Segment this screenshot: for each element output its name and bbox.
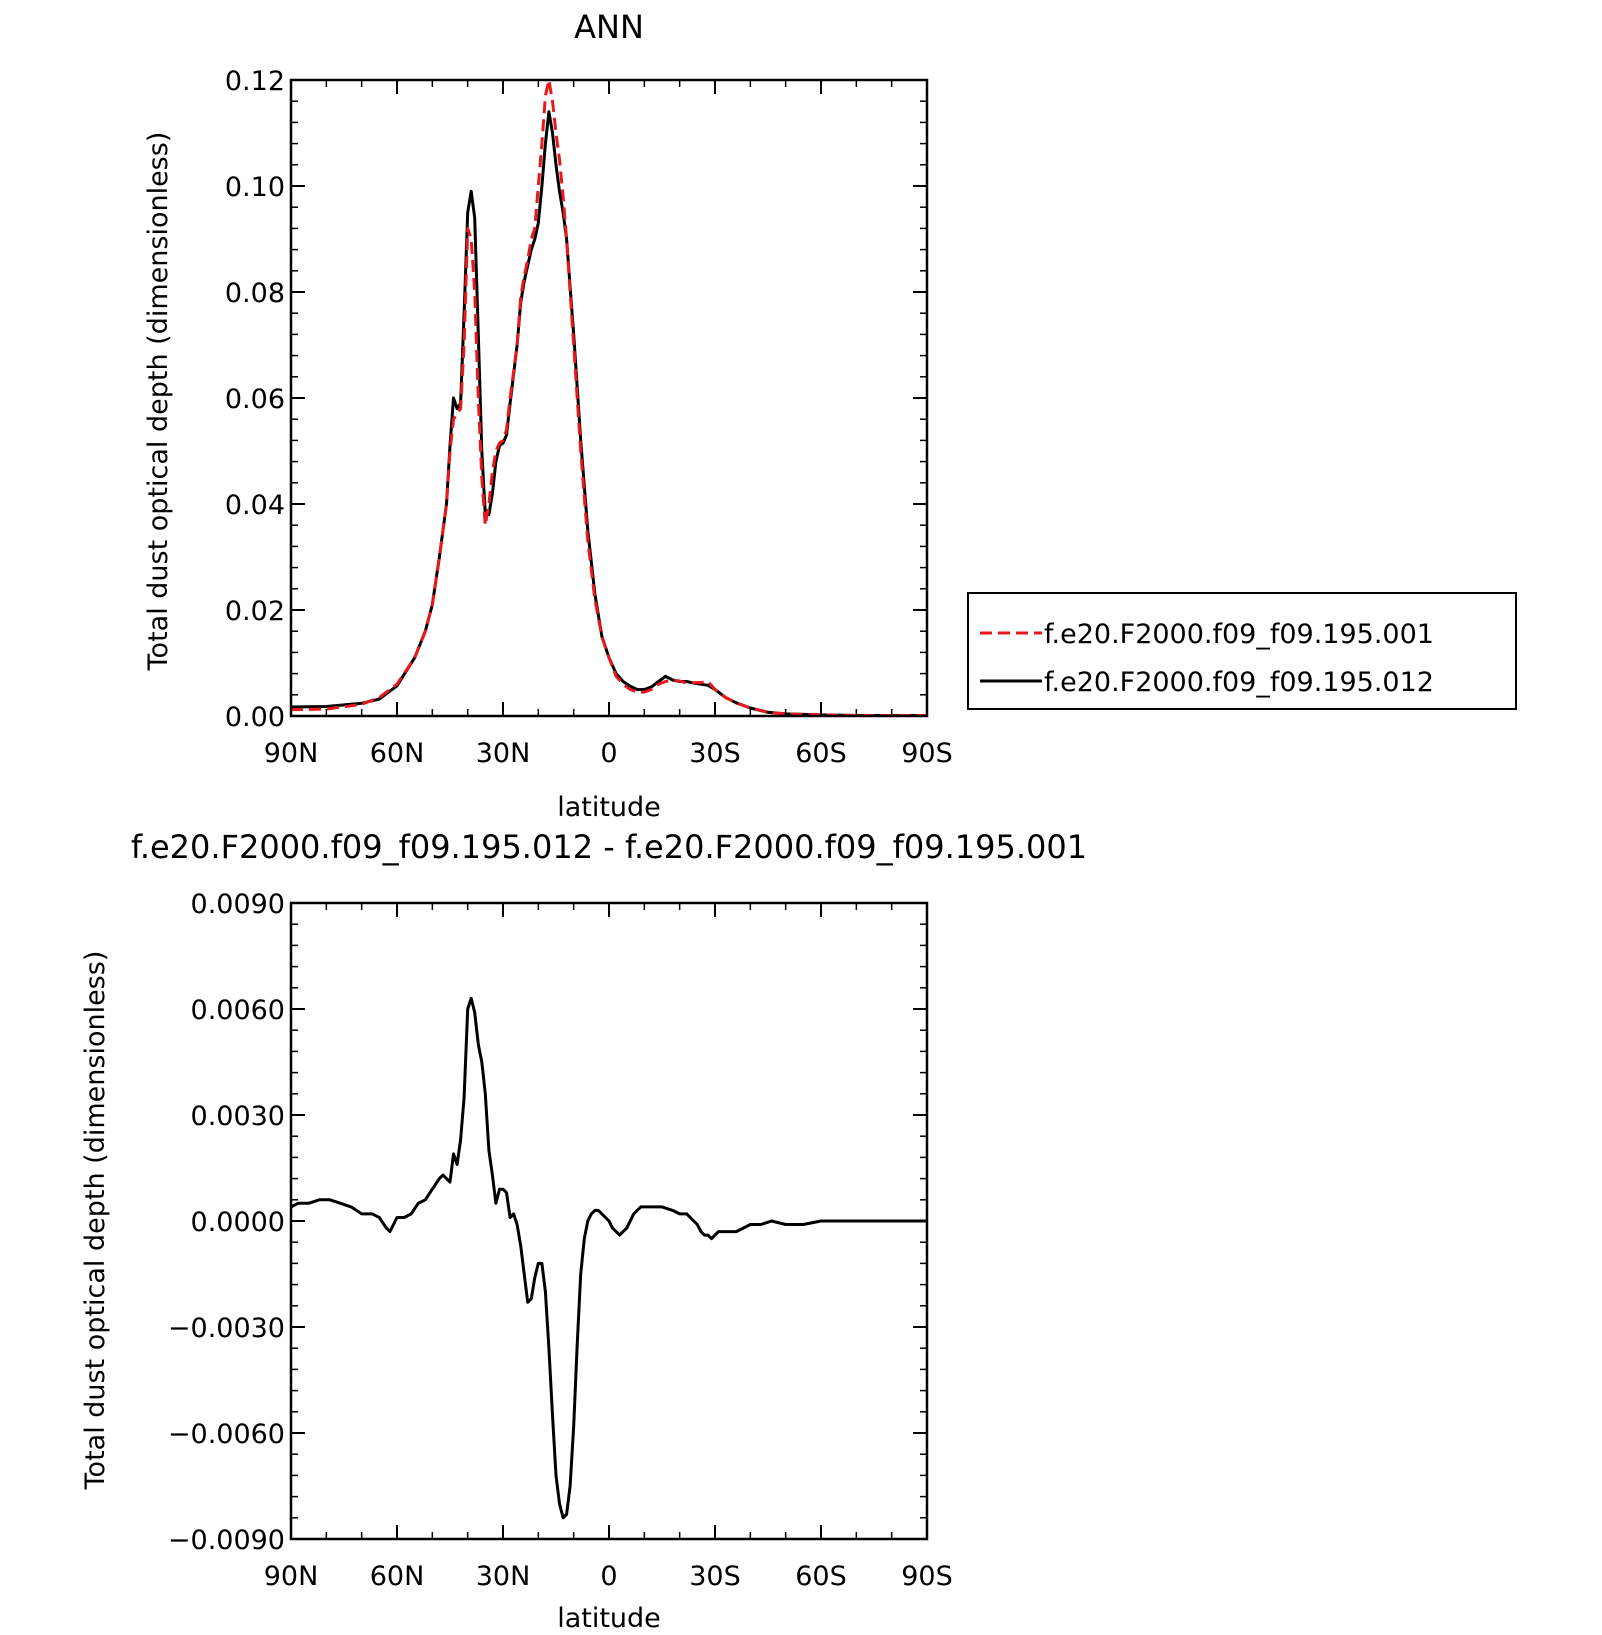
top-plot-series (290, 78, 927, 717)
legend: f.e20.F2000.f09_f09.195.001 f.e20.F2000.… (967, 592, 1517, 710)
y-tick-label: 0.02 (225, 596, 285, 627)
bottom-plot-title: f.e20.F2000.f09_f09.195.012 - f.e20.F200… (131, 828, 1087, 866)
series-line-1 (290, 110, 927, 717)
top-plot: ANN Total dust optical depth (dimensionl… (143, 8, 953, 823)
legend-entry-012: f.e20.F2000.f09_f09.195.012 (1044, 667, 1434, 698)
x-tick-label: 0 (600, 1561, 617, 1592)
x-tick-label: 60N (370, 1561, 425, 1592)
series-line-0 (290, 78, 927, 717)
x-tick-label: 30S (689, 738, 741, 769)
legend-entry-001: f.e20.F2000.f09_f09.195.001 (1044, 619, 1434, 650)
bottom-plot-ticks: 90N 60N 30N 0 30S 60S 90S −0.0090 −0.0060 −0.0030… (168, 889, 953, 1592)
y-tick-label: −0.0030 (168, 1313, 285, 1344)
x-tick-label: 0 (600, 738, 617, 769)
x-tick-label: 60S (795, 1561, 847, 1592)
bottom-plot: f.e20.F2000.f09_f09.195.012 - f.e20.F200… (80, 828, 1087, 1634)
y-tick-label: 0.0060 (191, 995, 285, 1026)
y-tick-label: 0.0090 (191, 889, 285, 920)
top-plot-frame (289, 78, 929, 718)
x-tick-label: 60N (370, 738, 425, 769)
y-tick-label: 0.08 (225, 278, 285, 309)
bottom-plot-y-axis-label: Total dust optical depth (dimensionless) (80, 951, 111, 1491)
y-tick-label: 0.00 (225, 702, 285, 733)
legend-box (967, 592, 1517, 710)
bottom-plot-frame (289, 901, 929, 1541)
y-tick-label: −0.0060 (168, 1419, 285, 1450)
y-tick-label: 0.06 (225, 384, 285, 415)
x-tick-label: 90S (901, 738, 953, 769)
x-tick-label: 90S (901, 1561, 953, 1592)
top-plot-ticks: 90N 60N 30N 0 30S 60S 90S 0.00 0.02 0.04 0.06 0.08 0… (225, 66, 953, 769)
top-plot-y-axis-label: Total dust optical depth (dimensionless) (143, 132, 174, 672)
x-tick-label: 60S (795, 738, 847, 769)
y-tick-label: 0.0030 (191, 1101, 285, 1132)
bottom-plot-series (290, 996, 927, 1520)
y-tick-label: 0.04 (225, 490, 285, 521)
bottom-plot-x-axis-label: latitude (557, 1603, 661, 1634)
y-tick-label: 0.12 (225, 66, 285, 97)
x-tick-label: 90N (264, 738, 319, 769)
series-line-0 (290, 996, 927, 1520)
top-plot-x-axis-label: latitude (557, 792, 661, 823)
y-tick-label: 0.10 (225, 172, 285, 203)
top-plot-title: ANN (574, 8, 644, 46)
x-tick-label: 30N (476, 738, 531, 769)
y-tick-label: −0.0090 (168, 1525, 285, 1556)
x-tick-label: 90N (264, 1561, 319, 1592)
x-tick-label: 30S (689, 1561, 741, 1592)
y-tick-label: 0.0000 (191, 1207, 285, 1238)
x-tick-label: 30N (476, 1561, 531, 1592)
